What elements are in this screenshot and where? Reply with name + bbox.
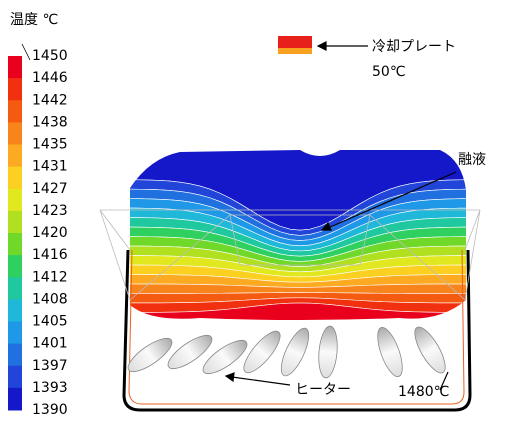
cooling-temp-label: 50℃ bbox=[372, 64, 406, 80]
colorbar-band bbox=[8, 56, 22, 79]
colorbar-label: 1420 bbox=[32, 225, 68, 241]
colorbar-band bbox=[8, 299, 22, 322]
colorbar-label: 1405 bbox=[32, 314, 68, 330]
colorbar-label: 1435 bbox=[32, 137, 68, 153]
colorbar-band bbox=[8, 145, 22, 168]
heater bbox=[276, 325, 314, 380]
cooling-plate-label: 冷却プレート bbox=[372, 39, 456, 55]
heaters bbox=[124, 323, 451, 380]
colorbar-band bbox=[8, 322, 22, 345]
colorbar-band bbox=[8, 78, 22, 101]
colorbar-band bbox=[8, 344, 22, 367]
colorbar-label: 1431 bbox=[32, 159, 68, 175]
cooling-plate-base bbox=[278, 48, 312, 54]
colorbar-label: 1397 bbox=[32, 358, 68, 374]
colorbar-label: 1408 bbox=[32, 291, 68, 307]
heater bbox=[238, 326, 285, 377]
colorbar-band bbox=[8, 122, 22, 145]
colorbar-label: 1427 bbox=[32, 181, 68, 197]
colorbar-band bbox=[8, 167, 22, 190]
colorbar-band bbox=[8, 255, 22, 278]
melt-label: 融液 bbox=[458, 152, 486, 168]
colorbar-label: 1438 bbox=[32, 114, 68, 130]
colorbar-band bbox=[8, 100, 22, 123]
colorbar-label: 1416 bbox=[32, 247, 68, 263]
colorbar: 1450 1446 1442 1438 1435 1431 1427 1423 1420 1416… bbox=[8, 44, 68, 418]
heater-label: ヒーター bbox=[295, 382, 351, 398]
colorbar-label: 1393 bbox=[32, 380, 68, 396]
colorbar-band bbox=[8, 366, 22, 389]
heater bbox=[317, 325, 339, 378]
figure: 温度 ℃ 1450 1446 1442 1438 1435 1431 1427 1423 142… bbox=[0, 0, 508, 426]
colorbar-label: 1412 bbox=[32, 269, 68, 285]
colorbar-label: 1450 bbox=[32, 48, 68, 64]
heater bbox=[124, 333, 177, 378]
colorbar-band bbox=[8, 211, 22, 234]
colorbar-band bbox=[8, 388, 22, 411]
colorbar-label: 1390 bbox=[32, 402, 68, 418]
legend-title: 温度 ℃ bbox=[10, 12, 58, 28]
colorbar-label: 1423 bbox=[32, 203, 68, 219]
colorbar-label: 1446 bbox=[32, 70, 68, 86]
heater bbox=[409, 323, 451, 377]
colorbar-band bbox=[8, 277, 22, 300]
colorbar-band bbox=[8, 233, 22, 256]
heater bbox=[373, 324, 408, 379]
cooling-plate bbox=[278, 36, 312, 48]
colorbar-label: 1442 bbox=[32, 92, 68, 108]
melt-contour bbox=[120, 100, 480, 340]
heater-temp-label: 1480℃ bbox=[398, 384, 449, 400]
colorbar-leader bbox=[22, 44, 30, 60]
colorbar-label: 1401 bbox=[32, 336, 68, 352]
colorbar-band bbox=[8, 189, 22, 212]
